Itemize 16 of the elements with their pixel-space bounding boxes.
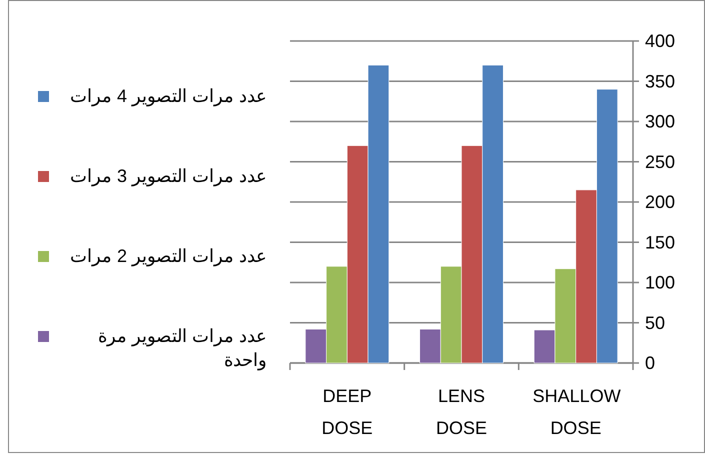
y-tick-label: 250 bbox=[645, 152, 676, 172]
y-tick-label: 400 bbox=[645, 31, 676, 51]
x-tick-label: DEEP DOSE bbox=[320, 385, 374, 440]
y-tick-label: 200 bbox=[645, 192, 676, 212]
legend-label: عدد مرات التصوير 4 مرات bbox=[68, 85, 267, 108]
legend-label: عدد مرات التصوير 3 مرات bbox=[68, 165, 267, 188]
y-tick-label: 0 bbox=[645, 353, 656, 373]
x-tick-label: LENS DOSE bbox=[434, 385, 488, 440]
y-tick-label: 150 bbox=[645, 232, 676, 252]
text: عدد مرات التصوير مرة واحدة bbox=[96, 325, 267, 372]
x-tick-label: SHALLOW DOSE bbox=[532, 385, 621, 440]
y-tick-label: 300 bbox=[645, 112, 676, 132]
legend-label: عدد مرات التصوير 2 مرات bbox=[68, 245, 267, 268]
y-tick-label: 50 bbox=[645, 312, 666, 333]
y-tick-label: 350 bbox=[645, 71, 676, 92]
y-tick-label: 100 bbox=[645, 272, 676, 292]
